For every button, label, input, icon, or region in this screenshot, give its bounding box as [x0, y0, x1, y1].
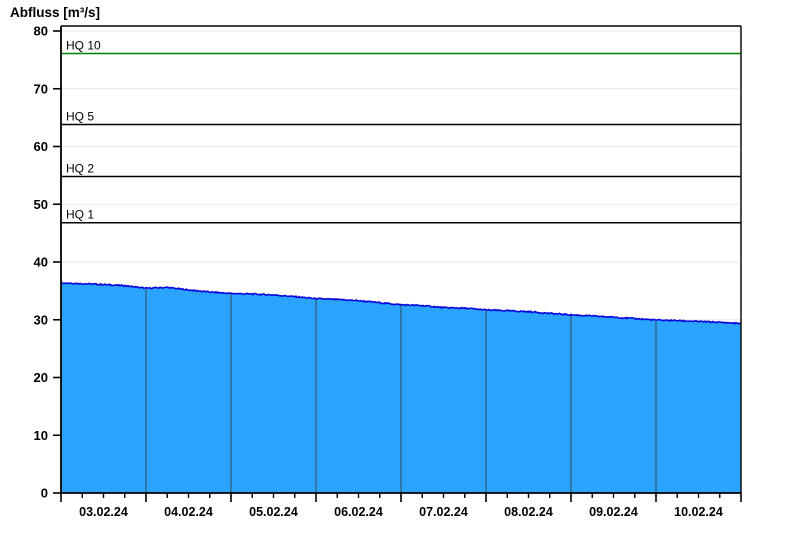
discharge-line: [60, 281, 742, 326]
x-tick-label: 05.02.24: [249, 505, 298, 519]
hq-label: HQ 10: [66, 39, 101, 53]
x-tick-label: 04.02.24: [164, 505, 213, 519]
x-tick-label: 06.02.24: [334, 505, 383, 519]
y-tick-label: 20: [34, 370, 48, 385]
x-tick-label: 09.02.24: [589, 505, 638, 519]
x-tick-label: 07.02.24: [419, 505, 468, 519]
hq-label: HQ 5: [66, 110, 94, 124]
hq-label: HQ 1: [66, 208, 94, 222]
y-tick-label: 70: [34, 81, 48, 96]
chart-title: Abfluss [m³/s]: [10, 5, 101, 20]
y-tick-label: 60: [34, 139, 48, 154]
y-tick-label: 80: [34, 24, 48, 39]
y-tick-label: 30: [34, 312, 48, 327]
x-tick-label: 10.02.24: [674, 505, 723, 519]
y-tick-label: 40: [34, 255, 48, 270]
y-tick-label: 50: [34, 197, 48, 212]
y-tick-label: 0: [41, 486, 48, 501]
x-tick-label: 03.02.24: [79, 505, 128, 519]
x-tick-label: 08.02.24: [504, 505, 553, 519]
y-tick-label: 10: [34, 428, 48, 443]
hq-label: HQ 2: [66, 162, 94, 176]
